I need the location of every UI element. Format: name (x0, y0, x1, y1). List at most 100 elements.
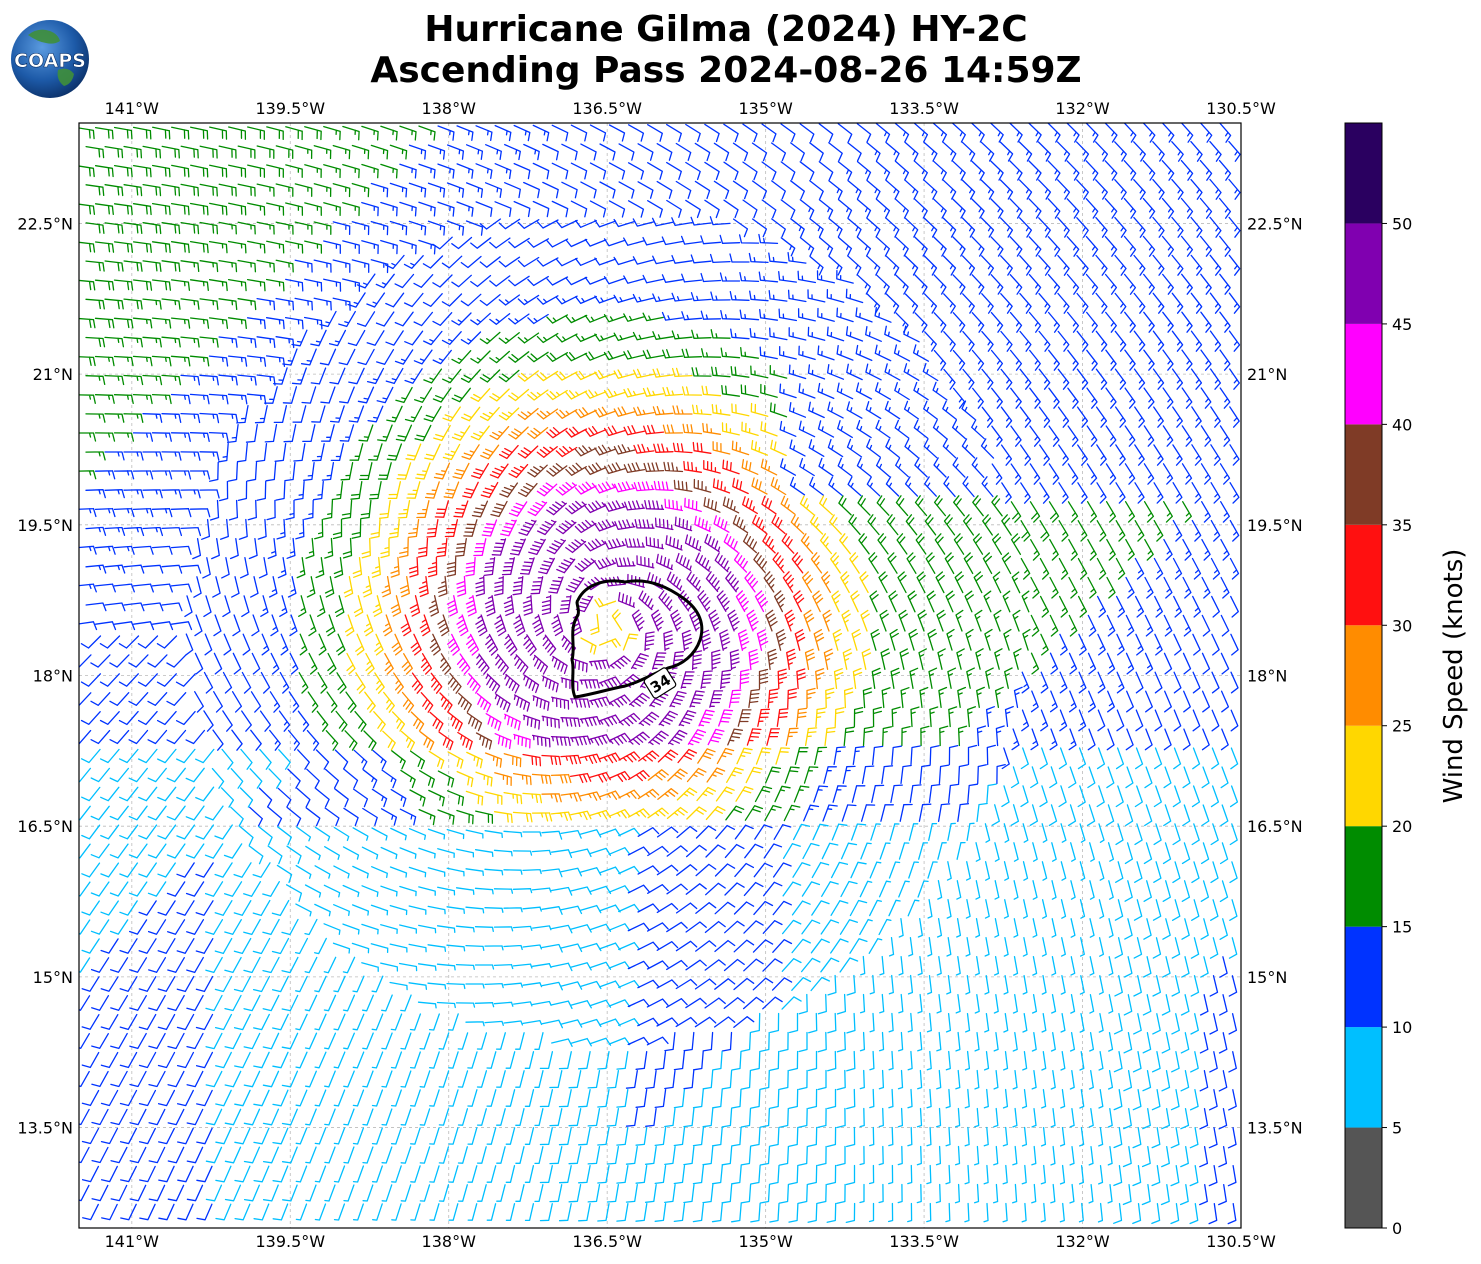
wind-barb (956, 841, 966, 860)
lat-tick-label-right: 21°N (1247, 365, 1287, 384)
wind-barb (750, 1050, 761, 1071)
wind-barb (1133, 141, 1146, 162)
wind-barb (408, 220, 427, 236)
wind-barb (341, 499, 353, 520)
wind-barb (465, 1021, 485, 1027)
wind-barb (243, 918, 261, 936)
wind-barb (522, 868, 542, 875)
lat-tick-label-left: 22.5°N (17, 214, 73, 233)
wind-barb (691, 404, 712, 416)
wind-barb (944, 552, 955, 575)
wind-barb (503, 594, 515, 617)
wind-barb (618, 181, 635, 199)
wind-barb (558, 1203, 572, 1222)
wind-barb (1162, 918, 1171, 940)
wind-barb (637, 143, 654, 161)
wind-barb (1181, 273, 1193, 295)
colorbar-bin (1345, 1027, 1382, 1128)
wind-barb (329, 367, 346, 385)
wind-barb (551, 614, 564, 637)
wind-barb (763, 571, 775, 593)
wind-barb (342, 846, 360, 860)
wind-barb (403, 255, 424, 269)
wind-barb (344, 614, 355, 637)
wind-barb (690, 292, 712, 302)
wind-barb (436, 925, 456, 933)
wind-barb (467, 1089, 478, 1107)
wind-barb (388, 518, 400, 539)
wind-barb (243, 956, 261, 974)
wind-barb (991, 425, 1003, 447)
wind-barb (285, 202, 304, 216)
wind-barb (964, 1202, 970, 1223)
wind-barb (230, 768, 244, 789)
wind-barb (671, 330, 693, 340)
wind-barb (1152, 216, 1165, 238)
wind-barb (411, 672, 424, 694)
wind-barb (995, 725, 1005, 747)
wind-barb (1200, 956, 1209, 978)
wind-barb (773, 590, 786, 613)
wind-barb (846, 974, 856, 996)
wind-barb (161, 526, 183, 537)
wind-barb (508, 313, 530, 325)
wind-barb (1154, 633, 1163, 656)
wind-barb (243, 1032, 261, 1050)
wind-barb (730, 1202, 742, 1223)
wind-barb (170, 508, 192, 518)
wind-barb (782, 571, 795, 593)
wind-barb (1182, 538, 1192, 561)
colorbar-bin (1345, 524, 1382, 626)
wind-barb (1041, 1050, 1047, 1071)
wind-barb (1170, 1088, 1180, 1111)
wind-barb (79, 919, 91, 935)
wind-barb (234, 1203, 251, 1221)
wind-barb (1087, 576, 1097, 599)
wind-barb (932, 381, 948, 401)
wind-barb (852, 746, 865, 766)
wind-barb (683, 1183, 695, 1204)
wind-barb (323, 884, 341, 898)
wind-barb (738, 234, 760, 244)
wind-barb (847, 142, 862, 162)
wind-barb (1076, 368, 1089, 390)
wind-barb (991, 387, 1003, 409)
wind-barb (955, 1031, 961, 1052)
wind-barb (234, 1127, 251, 1145)
wind-barb (613, 406, 636, 417)
wind-barb (541, 793, 562, 803)
wind-barb (926, 1012, 932, 1033)
wind-barb (821, 842, 839, 860)
wind-barb (1143, 501, 1155, 523)
wind-barb (204, 633, 213, 656)
wind-barb (807, 289, 826, 303)
wind-barb (1170, 1202, 1180, 1225)
wind-barb (1057, 254, 1070, 276)
wind-barb (730, 328, 750, 340)
wind-barb (841, 804, 857, 822)
wind-barb (859, 1145, 865, 1166)
wind-barb (522, 831, 542, 837)
wind-barb (870, 629, 880, 651)
wind-barb (1104, 198, 1118, 219)
wind-barb (935, 1107, 942, 1128)
wind-barb (470, 312, 491, 326)
lon-tick-label-top: 139.5°W (255, 99, 325, 118)
wind-barb (692, 1088, 704, 1109)
wind-barb (546, 238, 569, 248)
wind-barb (128, 692, 149, 706)
wind-barb (454, 537, 467, 557)
wind-barb (259, 710, 272, 732)
wind-barb (305, 845, 321, 861)
wind-barb (693, 478, 712, 493)
wind-barb (904, 217, 919, 238)
wind-barb (275, 183, 294, 197)
wind-barb (579, 867, 602, 876)
wind-barb (904, 179, 919, 200)
wind-barb (94, 470, 116, 480)
wind-barb (295, 1203, 308, 1221)
wind-barb (1190, 1051, 1199, 1073)
wind-barb (429, 1203, 440, 1221)
wind-barb (827, 1012, 837, 1034)
wind-barb (419, 731, 435, 751)
